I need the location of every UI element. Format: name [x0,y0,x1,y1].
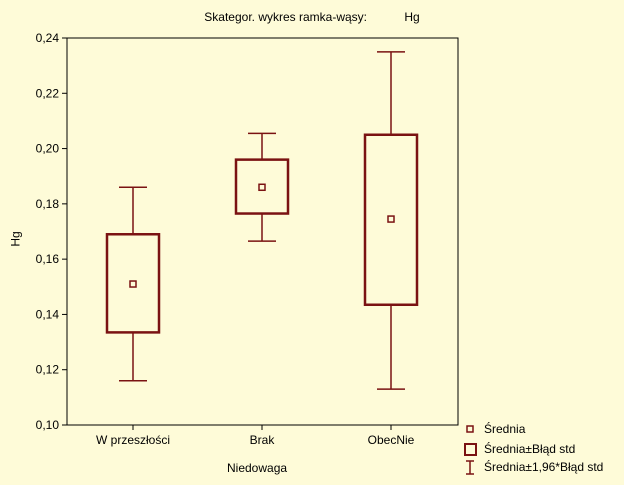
legend-mean-label: Średnia [484,421,526,436]
y-tick-label: 0,12 [36,363,60,377]
box-group [105,186,161,382]
mean-marker [129,280,137,288]
box [234,158,290,215]
y-tick-label: 0,20 [36,142,60,156]
y-tick-label: 0,14 [36,307,60,321]
legend-mean-symbol [466,425,474,433]
legend: Średnia Średnia±Błąd std Średnia±1,96*Błąd… [464,421,603,475]
legend-box-label: Średnia±Błąd std [484,441,575,456]
y-tick-label: 0,24 [36,31,60,45]
boxes [105,51,419,390]
x-axis-label: Niedowaga [227,461,288,475]
box-group [234,132,290,242]
y-axis: 0,10 0,12 0,14 0,16 0,18 0,20 0,22 0,24 [36,31,67,432]
y-tick-label: 0,18 [36,197,60,211]
x-axis: W przeszłości Brak ObecNie [96,425,415,447]
y-tick-label: 0,10 [36,418,60,432]
x-tick-label: ObecNie [368,433,415,447]
box-group [363,51,419,390]
x-tick-label: W przeszłości [96,433,170,447]
box [105,233,161,334]
y-tick-label: 0,22 [36,86,60,100]
mean-marker [258,183,266,192]
chart-title: Skategor. wykres ramka-wąsy: Hg [0,10,624,24]
x-tick-label: Brak [250,433,276,447]
chart-title-variable: Hg [404,10,420,24]
chart-title-text: Skategor. wykres ramka-wąsy: [204,10,368,24]
y-tick-label: 0,16 [36,252,60,266]
mean-marker [387,215,395,223]
box [363,133,419,307]
legend-box-symbol [464,443,477,456]
legend-whisker-label: Średnia±1,96*Błąd std [484,459,603,474]
